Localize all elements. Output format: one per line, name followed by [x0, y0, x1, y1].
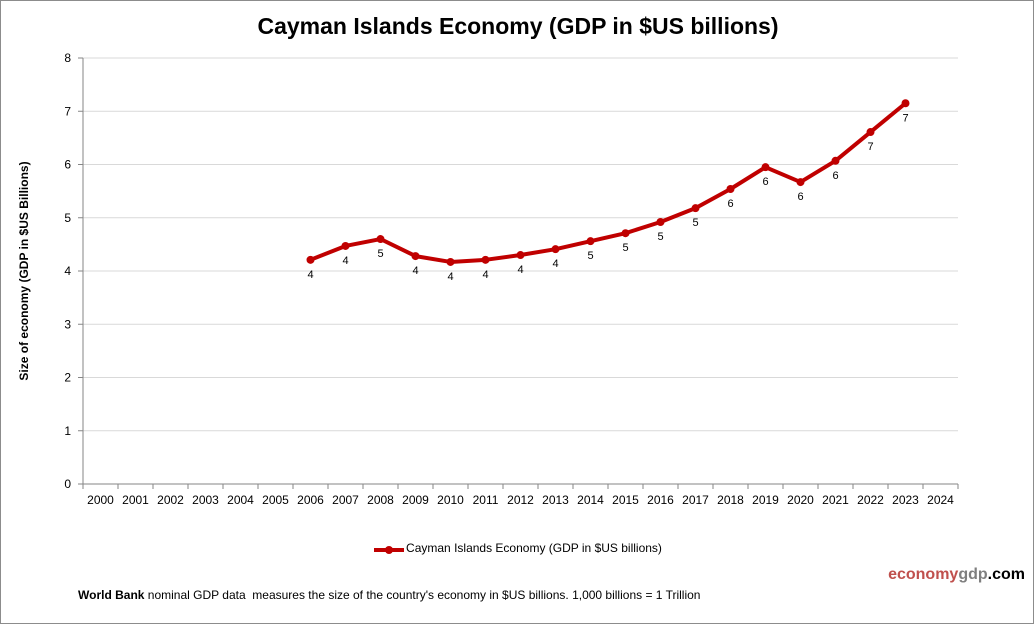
data-label: 5 — [657, 231, 663, 243]
data-label: 5 — [377, 248, 383, 260]
brand-logo: economygdp.com — [888, 566, 1025, 583]
data-point — [621, 229, 630, 238]
data-label: 6 — [762, 176, 768, 188]
x-tick-label: 2011 — [473, 493, 499, 507]
data-point — [306, 255, 315, 264]
data-point — [656, 218, 665, 227]
data-point — [446, 257, 455, 266]
x-tick-label: 2004 — [227, 493, 254, 507]
y-tick-label: 7 — [64, 104, 71, 118]
x-tick-label: 2007 — [332, 493, 359, 507]
data-label: 4 — [307, 269, 313, 281]
data-label: 4 — [482, 269, 488, 281]
data-label: 5 — [622, 242, 628, 254]
data-label: 7 — [902, 112, 908, 124]
data-point — [796, 178, 805, 187]
x-tick-label: 2005 — [262, 493, 289, 507]
x-tick-label: 2016 — [647, 493, 674, 507]
x-tick-label: 2020 — [787, 493, 814, 507]
x-tick-label: 2006 — [297, 493, 324, 507]
legend: Cayman Islands Economy (GDP in $US billi… — [1, 541, 1034, 555]
data-label: 5 — [587, 250, 593, 262]
data-point — [376, 235, 385, 244]
y-tick-label: 3 — [64, 317, 71, 331]
series-line — [309, 101, 907, 264]
x-tick-label: 2013 — [542, 493, 569, 507]
x-tick-label: 2017 — [682, 493, 709, 507]
y-tick-label: 5 — [64, 211, 71, 225]
data-point — [586, 237, 595, 246]
x-tick-label: 2022 — [857, 493, 884, 507]
x-tick-label: 2019 — [752, 493, 779, 507]
data-point — [481, 255, 490, 264]
data-label: 4 — [342, 255, 348, 267]
x-tick-label: 2003 — [192, 493, 219, 507]
data-label: 6 — [727, 198, 733, 210]
data-point — [761, 163, 770, 172]
data-point — [411, 252, 420, 261]
x-tick-label: 2012 — [507, 493, 534, 507]
y-tick-label: 1 — [64, 424, 71, 438]
legend-marker — [374, 544, 405, 554]
x-tick-label: 2024 — [927, 493, 954, 507]
data-point — [341, 241, 350, 250]
y-tick-label: 6 — [64, 158, 71, 172]
data-label: 5 — [692, 217, 698, 229]
x-tick-label: 2014 — [577, 493, 604, 507]
y-tick-label: 2 — [64, 371, 71, 385]
y-tick-label: 4 — [64, 264, 71, 278]
x-tick-label: 2023 — [892, 493, 919, 507]
y-axis-label: Size of economy (GDP in $US Billions) — [17, 161, 31, 380]
data-label: 4 — [412, 265, 418, 277]
data-point — [831, 156, 840, 165]
data-point — [726, 184, 735, 193]
data-label: 4 — [517, 264, 523, 276]
chart-title: Cayman Islands Economy (GDP in $US billi… — [257, 13, 779, 39]
x-tick-label: 2021 — [822, 493, 849, 507]
data-point — [516, 251, 525, 260]
data-label: 6 — [797, 191, 803, 203]
y-tick-label: 8 — [64, 51, 71, 65]
x-tick-label: 2010 — [437, 493, 464, 507]
x-tick-label: 2002 — [157, 493, 184, 507]
data-label: 6 — [832, 170, 838, 182]
data-label: 4 — [552, 258, 558, 270]
x-tick-label: 2001 — [122, 493, 149, 507]
x-tick-label: 2015 — [612, 493, 639, 507]
data-point — [691, 204, 700, 213]
data-point — [551, 245, 560, 254]
x-tick-label: 2008 — [367, 493, 394, 507]
footer-note: World Bank nominal GDP data measures the… — [78, 588, 701, 602]
legend-label: Cayman Islands Economy (GDP in $US billi… — [406, 541, 662, 555]
x-tick-label: 2009 — [402, 493, 429, 507]
x-tick-label: 2000 — [87, 493, 114, 507]
data-point — [866, 128, 875, 137]
data-label: 7 — [867, 141, 873, 153]
y-tick-label: 0 — [64, 477, 71, 491]
data-label: 4 — [447, 271, 453, 283]
x-tick-label: 2018 — [717, 493, 744, 507]
data-point — [901, 99, 910, 108]
